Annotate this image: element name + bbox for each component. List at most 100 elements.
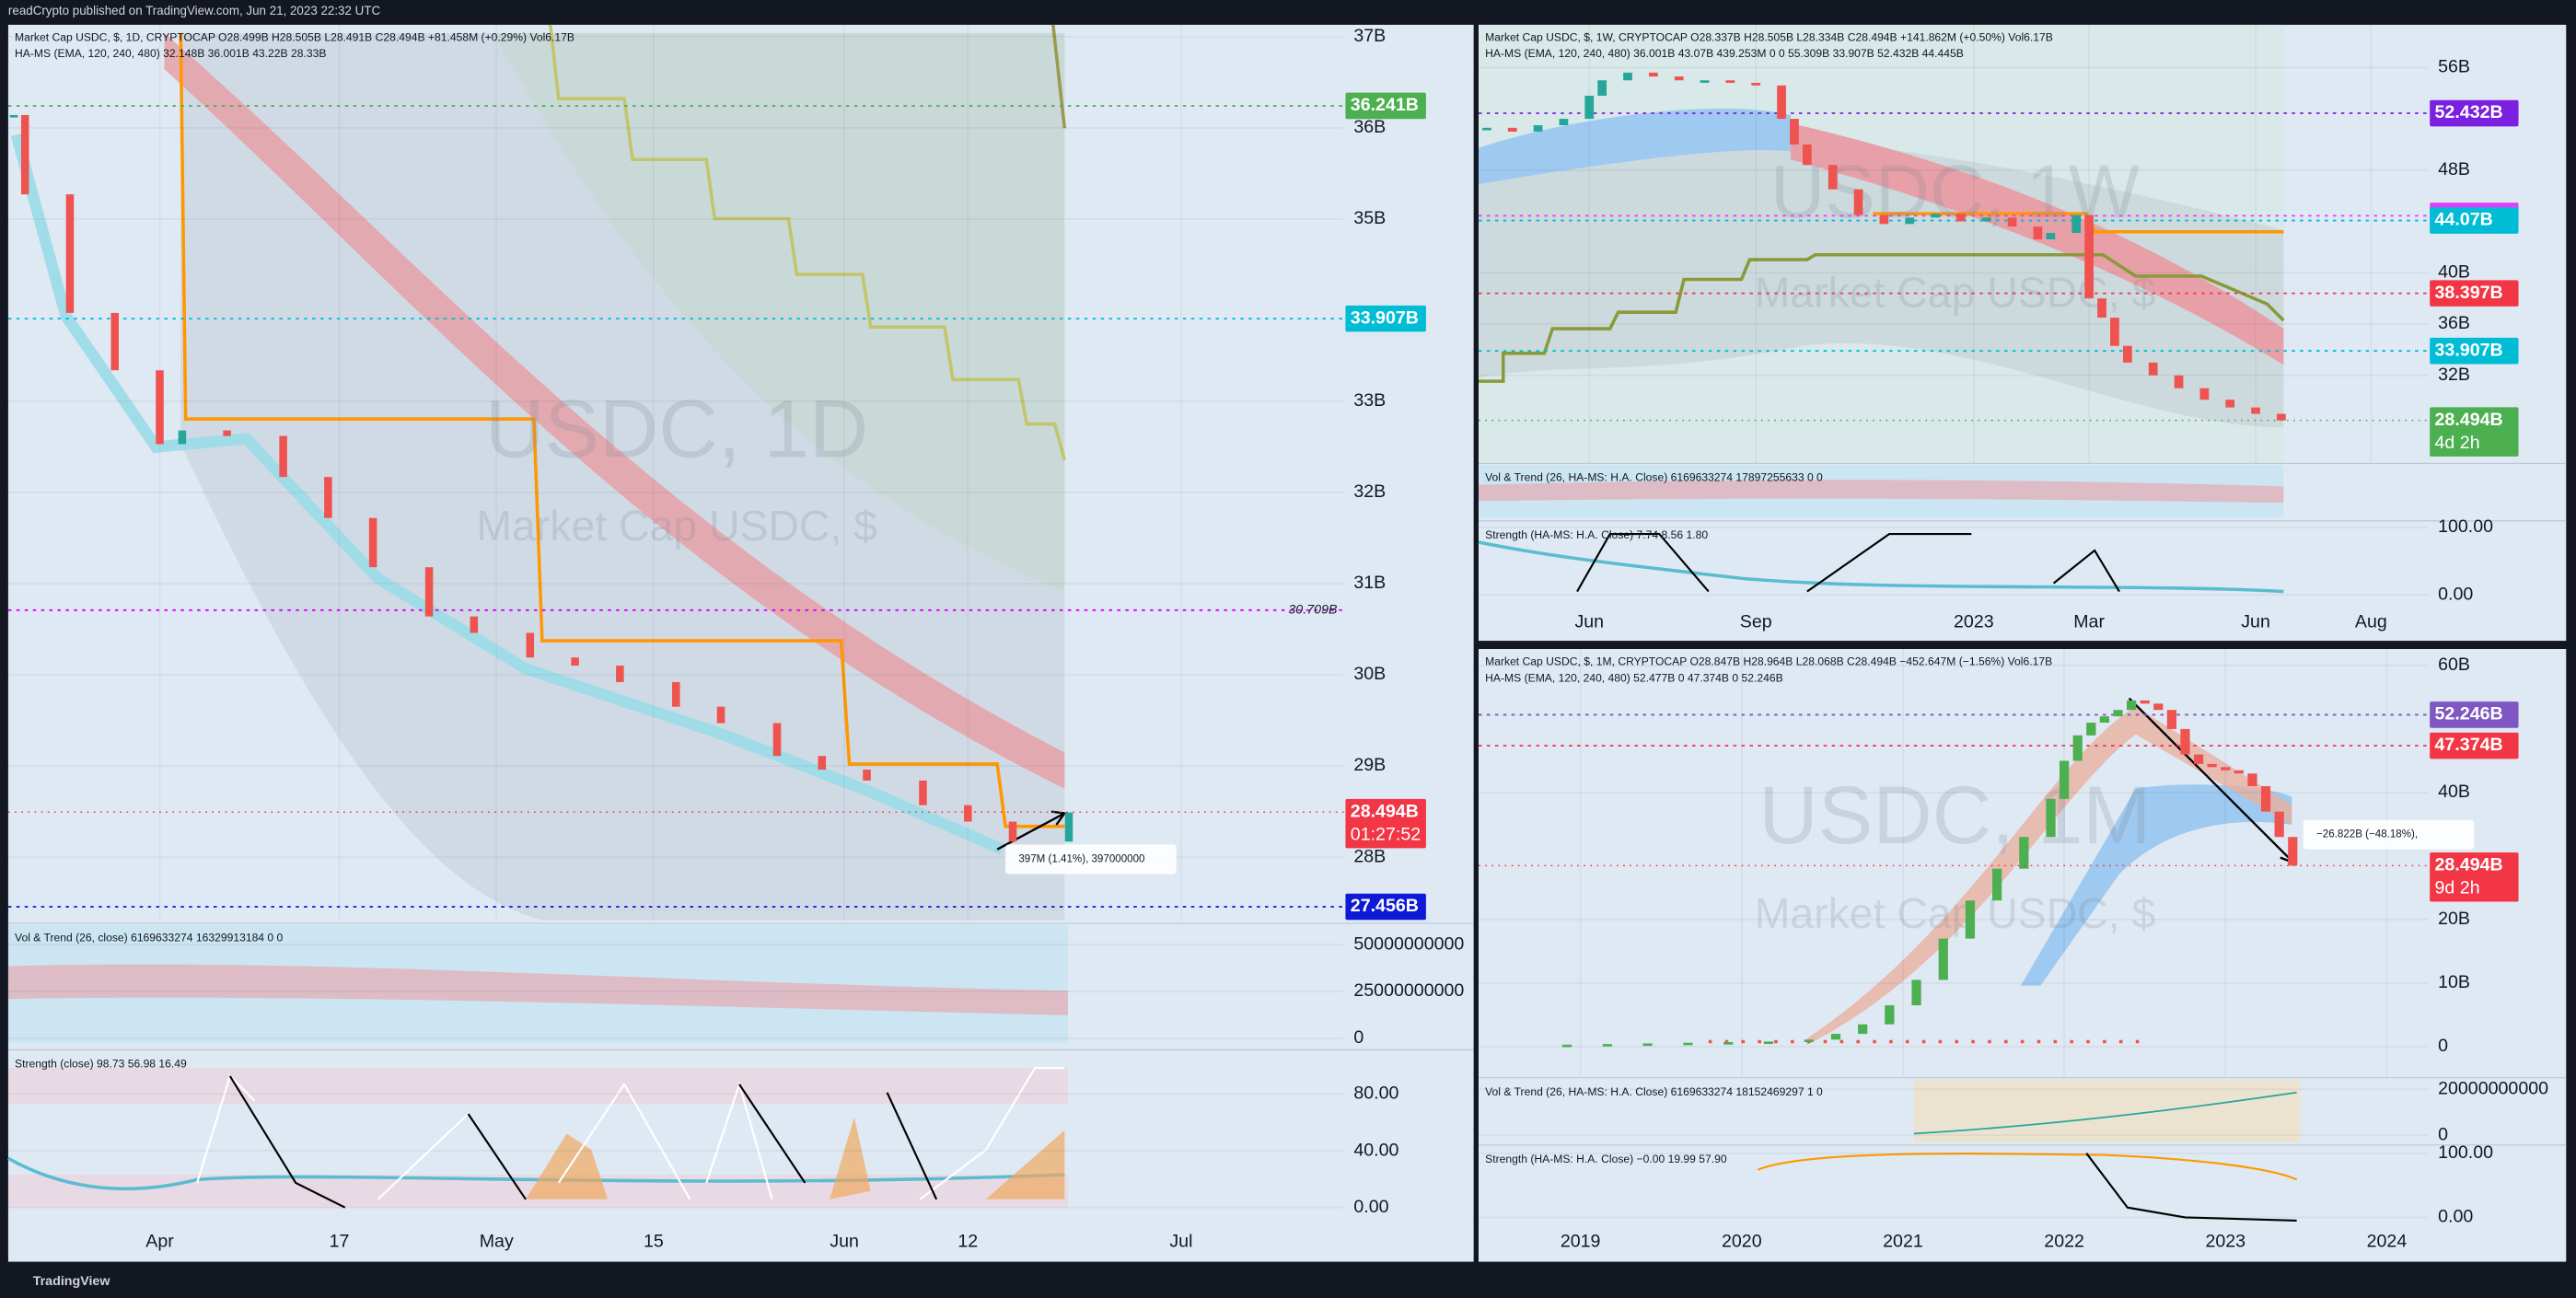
y-tick-label: 0.00 xyxy=(1353,1197,1388,1217)
countdown: 01:27:52 xyxy=(1351,824,1421,844)
measure-box xyxy=(1005,844,1177,875)
candle xyxy=(2113,710,2123,717)
vol-trend xyxy=(1913,1091,2297,1135)
x-tick-label: 2023 xyxy=(2205,1231,2245,1251)
candle xyxy=(1642,1043,1653,1047)
candle xyxy=(2251,407,2260,414)
x-tick-label: Sep xyxy=(1740,612,1772,632)
candle xyxy=(1830,1034,1841,1040)
candle xyxy=(616,666,624,682)
x-tick-label: 2023 xyxy=(1954,612,1994,632)
watermark-sub: Market Cap USDC, $ xyxy=(1755,889,2156,937)
candle xyxy=(1064,812,1073,842)
strength-area xyxy=(526,1117,1065,1199)
y-tick-label: 40B xyxy=(2438,782,2470,802)
candle xyxy=(2207,763,2217,768)
y-tick-label: 29B xyxy=(1353,755,1386,775)
x-tick-label: 2020 xyxy=(1722,1231,1762,1251)
x-tick-label: 2024 xyxy=(2367,1231,2408,1251)
step-olive xyxy=(549,24,1067,461)
ribbon-peach xyxy=(1806,706,2292,1046)
candle xyxy=(424,567,434,617)
candle xyxy=(2166,710,2177,729)
candle xyxy=(571,657,579,666)
legend-line: Strength (HA-MS: H.A. Close) −0.00 19.99… xyxy=(1485,1153,1727,1165)
x-tick-label: Jun xyxy=(1574,612,1604,632)
level-label: 52.432B xyxy=(2435,102,2503,122)
candle xyxy=(772,723,782,757)
candle xyxy=(2277,413,2286,421)
x-tick-label: 12 xyxy=(957,1231,978,1251)
candle xyxy=(2221,767,2231,771)
candle xyxy=(2071,214,2082,234)
candle xyxy=(1879,214,1889,225)
x-tick-label: Jul xyxy=(1169,1231,1192,1251)
level-label: 27.456B xyxy=(1351,896,1419,916)
candle xyxy=(2274,811,2284,838)
candle xyxy=(1008,821,1017,842)
y-tick-label: 0 xyxy=(2438,1036,2448,1056)
watermark-sub: Market Cap USDC, $ xyxy=(1755,269,2156,317)
measure-box xyxy=(2303,819,2475,850)
candle xyxy=(1938,938,1948,980)
candle xyxy=(1602,1044,1612,1047)
legend-line: Strength (close) 98.73 56.98 16.49 xyxy=(15,1058,187,1071)
level-box xyxy=(2430,701,2519,728)
candle xyxy=(1559,119,1569,126)
ribbon-red xyxy=(164,32,1065,789)
legend-line: Market Cap USDC, $, 1W, CRYPTOCAP O28.33… xyxy=(1485,30,2053,43)
y-tick-label: 0 xyxy=(2438,1124,2448,1144)
candle xyxy=(470,616,479,633)
candle xyxy=(1905,217,1915,225)
candle xyxy=(2247,773,2257,787)
candle xyxy=(2288,837,2298,866)
candle xyxy=(1804,1039,1814,1042)
candle xyxy=(2174,375,2184,388)
header: readCrypto published on TradingView.com,… xyxy=(8,4,381,17)
panel-right-bottom xyxy=(1478,649,2567,1262)
strength-line xyxy=(1478,540,2284,594)
candle xyxy=(2084,214,2094,299)
candle xyxy=(1700,80,1710,83)
candle xyxy=(1828,165,1838,190)
candle xyxy=(2046,798,2056,838)
y-tick-label: 32B xyxy=(1353,481,1386,502)
legend-line: Vol & Trend (26, close) 6169633274 16329… xyxy=(15,931,283,944)
strength-line xyxy=(1757,1153,2298,1181)
candle xyxy=(2180,728,2190,755)
y-tick-label: 35B xyxy=(1353,208,1386,228)
y-tick-label: 40.00 xyxy=(1353,1140,1398,1160)
level-box xyxy=(2430,337,2519,365)
candle xyxy=(1674,76,1684,81)
candle xyxy=(2019,837,2029,869)
ribbon-blue xyxy=(1478,109,1792,185)
level-label: 36.241B xyxy=(1351,95,1419,115)
candle xyxy=(1885,1005,1895,1025)
level-box xyxy=(1345,305,1426,332)
y-tick-label: 31B xyxy=(1353,573,1386,593)
candle xyxy=(863,770,871,781)
last-price-label: 28.494B xyxy=(1351,801,1419,821)
vol-band xyxy=(7,964,1068,1015)
candle xyxy=(2140,700,2150,704)
level-box xyxy=(2430,99,2519,127)
measure-label: 397M (1.41%), 397000000 xyxy=(1018,853,1144,864)
candle xyxy=(1803,144,1812,166)
candle xyxy=(1597,80,1607,96)
candle xyxy=(964,805,972,822)
watermark-sub: Market Cap USDC, $ xyxy=(476,502,877,550)
strength-line-black xyxy=(228,1075,938,1209)
legend-line: Vol & Trend (26, HA-MS: H.A. Close) 6169… xyxy=(1485,1085,1823,1098)
candle xyxy=(2046,233,2056,240)
candle xyxy=(1911,979,1921,1006)
cloud-green xyxy=(493,32,1065,592)
candle xyxy=(1790,119,1799,145)
level-label: 47.374B xyxy=(2435,735,2503,755)
candle xyxy=(156,370,164,445)
candle xyxy=(2033,226,2043,240)
footer: TradingView xyxy=(33,1274,111,1289)
level-label: 44.07B xyxy=(2435,210,2493,230)
candle xyxy=(1561,1044,1572,1048)
